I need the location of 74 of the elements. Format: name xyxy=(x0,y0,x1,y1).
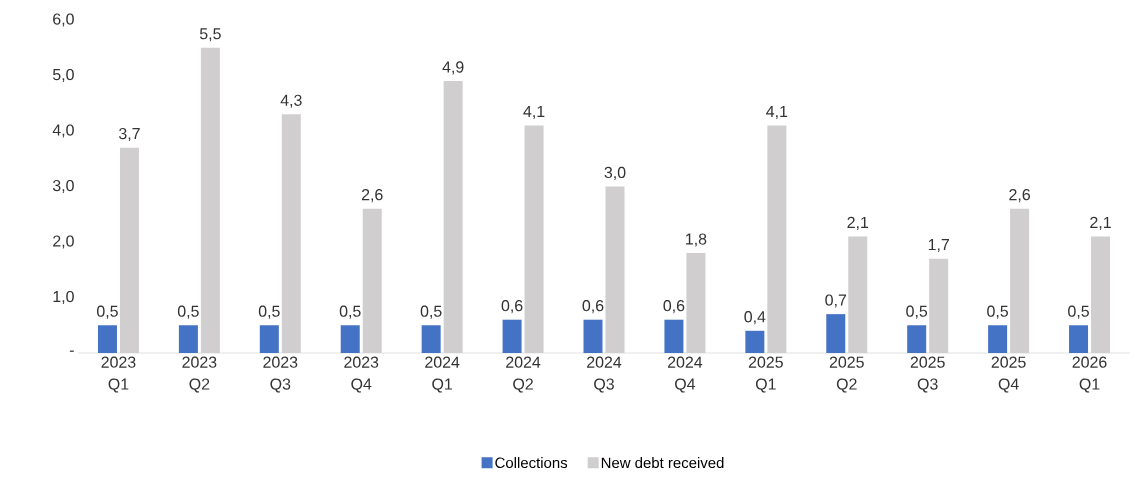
y-tick-label: 5,0 xyxy=(52,68,74,83)
data-label: 2,6 xyxy=(1009,189,1030,203)
bar xyxy=(362,208,382,353)
x-tick-label: 2025 Q2 xyxy=(829,356,864,393)
bar xyxy=(988,325,1008,353)
bar xyxy=(281,114,301,353)
data-label: 0,7 xyxy=(825,294,847,308)
bar xyxy=(1010,208,1030,353)
bar xyxy=(259,325,279,353)
y-tick-label: 3,0 xyxy=(52,179,74,194)
bar xyxy=(605,186,625,353)
x-tick-label: 2026 Q1 xyxy=(1072,356,1107,393)
data-label: 0,5 xyxy=(258,305,280,319)
bar xyxy=(200,47,220,353)
bar xyxy=(340,325,360,353)
data-label: 0,6 xyxy=(582,300,604,314)
data-label: 1,7 xyxy=(928,239,949,253)
data-label: 4,9 xyxy=(442,61,464,75)
x-tick-label: 2024 Q3 xyxy=(587,356,622,393)
data-label: 0,5 xyxy=(339,305,361,319)
bar xyxy=(686,253,706,353)
bar xyxy=(826,314,846,353)
x-tick-label: 2023 Q4 xyxy=(344,356,379,393)
data-label: 0,5 xyxy=(1068,305,1089,319)
bar xyxy=(1069,325,1089,353)
x-tick-label: 2024 Q4 xyxy=(667,356,703,393)
x-tick-label: 2023 Q2 xyxy=(182,356,217,393)
bar xyxy=(848,236,868,353)
y-tick-label: - xyxy=(69,350,74,352)
x-tick-label: 2025 Q1 xyxy=(748,356,783,393)
bar xyxy=(119,147,139,353)
data-label: 1,8 xyxy=(686,233,707,247)
y-tick-label: 1,0 xyxy=(53,290,74,305)
data-label: 0,6 xyxy=(663,300,685,314)
data-label: 3,7 xyxy=(118,127,140,142)
legend-label: Collections xyxy=(495,457,568,469)
bar xyxy=(421,325,441,353)
bar xyxy=(178,325,198,353)
data-label: 0,5 xyxy=(987,305,1009,319)
bar xyxy=(767,125,787,353)
data-label: 0,5 xyxy=(97,305,118,319)
bar xyxy=(907,325,927,353)
data-label: 2,1 xyxy=(847,216,869,230)
x-tick-label: 2023 Q3 xyxy=(263,356,298,393)
x-tick-label: 2025 Q3 xyxy=(910,356,945,393)
bar xyxy=(443,81,463,353)
x-tick-label: 2024 Q1 xyxy=(425,356,460,393)
legend-label: New debt received xyxy=(601,457,724,469)
bar xyxy=(1091,236,1111,353)
data-label: 4,3 xyxy=(280,94,302,108)
data-label: 0,5 xyxy=(420,305,442,319)
data-label: 0,5 xyxy=(906,305,928,319)
y-tick-label: 2,0 xyxy=(53,235,74,249)
data-label: 4,1 xyxy=(523,105,545,119)
data-label: 4,1 xyxy=(766,105,788,119)
data-label: 2,1 xyxy=(1090,216,1111,230)
bar xyxy=(524,125,544,353)
data-label: 0,6 xyxy=(501,300,523,314)
x-tick-label: 2025 Q4 xyxy=(991,356,1026,393)
bar xyxy=(745,330,765,353)
x-tick-label: 2024 Q2 xyxy=(506,356,541,393)
bar xyxy=(97,325,117,353)
y-tick-label: 4,0 xyxy=(52,124,74,138)
bar xyxy=(583,319,603,353)
bar xyxy=(929,258,949,353)
y-tick-label: 6,0 xyxy=(53,13,74,27)
x-tick-label: 2023 Q1 xyxy=(101,356,136,393)
data-label: 0,4 xyxy=(744,311,766,325)
bar xyxy=(502,319,522,353)
data-label: 0,5 xyxy=(177,305,199,319)
data-label: 2,6 xyxy=(361,189,383,203)
bar xyxy=(664,319,684,353)
data-label: 3,0 xyxy=(604,166,626,180)
data-label: 5,5 xyxy=(199,28,221,42)
